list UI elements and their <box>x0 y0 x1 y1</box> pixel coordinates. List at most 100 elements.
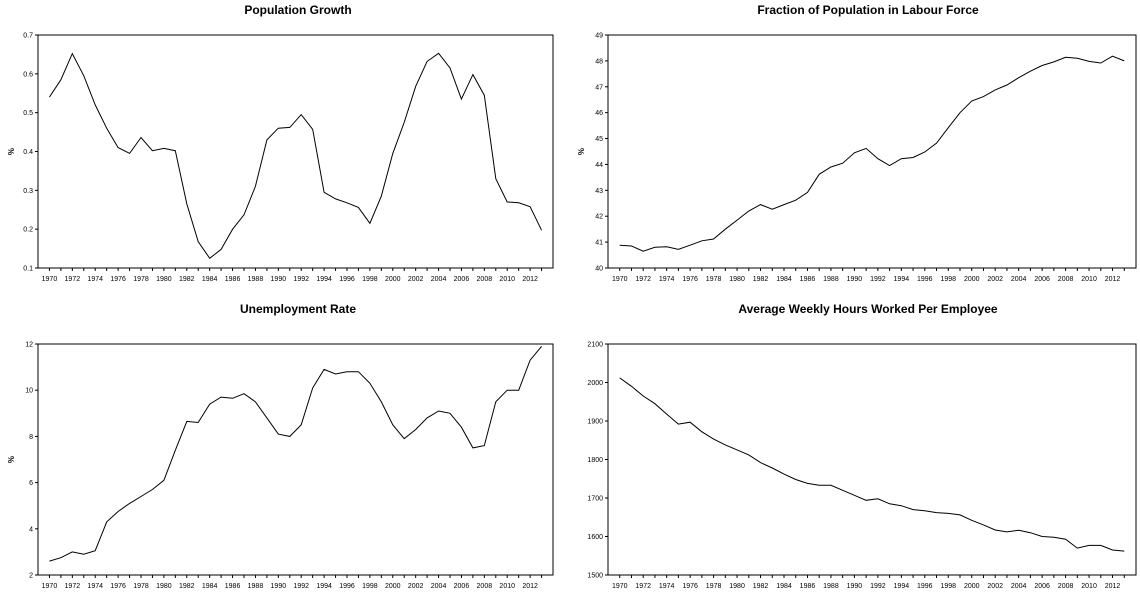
x-tick-label: 2012 <box>1105 583 1121 590</box>
x-tick-label: 1988 <box>823 276 839 283</box>
x-tick-label: 1974 <box>87 276 103 283</box>
x-tick-label: 1984 <box>776 276 792 283</box>
y-tick-label: 6 <box>29 480 33 487</box>
x-tick-label: 1992 <box>293 276 309 283</box>
y-tick-label: 2000 <box>587 380 603 387</box>
x-tick-label: 2010 <box>499 583 515 590</box>
x-tick-label: 1986 <box>225 583 241 590</box>
x-tick-label: 2008 <box>1058 276 1074 283</box>
x-tick-label: 1998 <box>940 583 956 590</box>
y-tick-label: 0.5 <box>23 110 33 117</box>
x-tick-label: 1996 <box>917 276 933 283</box>
x-tick-label: 2002 <box>408 583 424 590</box>
x-tick-label: 2006 <box>454 276 470 283</box>
x-tick-label: 1988 <box>248 583 264 590</box>
y-tick-label: 1700 <box>587 496 603 503</box>
y-axis-label: % <box>577 148 586 155</box>
y-tick-label: 2 <box>29 573 33 580</box>
x-tick-label: 1970 <box>42 276 58 283</box>
y-tick-label: 48 <box>595 58 603 65</box>
x-tick-label: 1994 <box>894 276 910 283</box>
x-tick-label: 2008 <box>1058 583 1074 590</box>
x-tick-label: 2012 <box>1105 276 1121 283</box>
x-tick-label: 1990 <box>271 276 287 283</box>
series-line <box>619 55 1125 252</box>
x-tick-label: 2008 <box>477 276 493 283</box>
x-tick-label: 1972 <box>65 276 81 283</box>
x-tick-label: 1980 <box>729 276 745 283</box>
x-tick-label: 1978 <box>133 583 149 590</box>
y-tick-label: 8 <box>29 434 33 441</box>
y-tick-label: 45 <box>595 136 603 143</box>
x-tick-label: 1998 <box>362 276 378 283</box>
x-tick-label: 1992 <box>870 276 886 283</box>
x-tick-label: 1986 <box>800 583 816 590</box>
y-tick-label: 42 <box>595 214 603 221</box>
y-tick-label: 44 <box>595 162 603 169</box>
chart-title: Fraction of Population in Labour Force <box>757 3 979 17</box>
y-tick-label: 46 <box>595 110 603 117</box>
x-tick-label: 1990 <box>847 276 863 283</box>
x-tick-label: 2006 <box>1034 276 1050 283</box>
x-tick-label: 2010 <box>1081 276 1097 283</box>
series-line <box>48 52 543 260</box>
series-line <box>619 377 1125 552</box>
y-axis-label: % <box>7 148 16 155</box>
x-tick-label: 1984 <box>202 276 218 283</box>
y-tick-label: 41 <box>595 240 603 247</box>
x-tick-label: 1978 <box>706 276 722 283</box>
chart-population-growth: Population Growth 0.1 0.2 0.3 0.4 0.5 0.6 0.7 19… <box>7 3 554 283</box>
x-tick-label: 2004 <box>1011 583 1027 590</box>
y-tick-label: 0.3 <box>23 188 33 195</box>
x-tick-label: 1982 <box>753 276 769 283</box>
x-tick-label: 1974 <box>659 276 675 283</box>
plot-frame <box>37 343 554 576</box>
x-tick-label: 1978 <box>706 583 722 590</box>
plot-frame <box>37 34 554 269</box>
x-tick-label: 1990 <box>271 583 287 590</box>
x-tick-label: 1992 <box>870 583 886 590</box>
y-tick-label: 40 <box>595 266 603 273</box>
y-tick-label: 4 <box>29 526 33 533</box>
x-tick-label: 1972 <box>635 583 651 590</box>
y-tick-label: 2100 <box>587 342 603 349</box>
x-tick-label: 2012 <box>522 583 538 590</box>
x-tick-label: 1994 <box>316 583 332 590</box>
x-tick-label: 1998 <box>362 583 378 590</box>
x-tick-label: 1980 <box>729 583 745 590</box>
y-tick-label: 1500 <box>587 573 603 580</box>
x-tick-label: 1980 <box>156 276 172 283</box>
x-tick-label: 1984 <box>202 583 218 590</box>
x-tick-label: 2000 <box>964 276 980 283</box>
x-tick-label: 1992 <box>293 583 309 590</box>
chart-weekly-hours: Average Weekly Hours Worked Per Employee… <box>587 302 1137 590</box>
x-tick-label: 2012 <box>522 276 538 283</box>
x-tick-label: 1994 <box>316 276 332 283</box>
x-tick-label: 1976 <box>110 276 126 283</box>
x-tick-label: 1972 <box>65 583 81 590</box>
chart-title: Average Weekly Hours Worked Per Employee <box>738 302 998 316</box>
x-tick-label: 1970 <box>612 583 628 590</box>
x-tick-label: 1988 <box>823 583 839 590</box>
x-tick-label: 1986 <box>800 276 816 283</box>
x-tick-label: 2010 <box>1081 583 1097 590</box>
plot-frame <box>607 34 1137 269</box>
x-tick-label: 2002 <box>408 276 424 283</box>
x-tick-label: 1970 <box>612 276 628 283</box>
x-tick-label: 1976 <box>682 583 698 590</box>
y-tick-label: 0.1 <box>23 266 33 273</box>
x-tick-label: 2000 <box>385 583 401 590</box>
y-tick-label: 47 <box>595 84 603 91</box>
x-tick-label: 1996 <box>339 583 355 590</box>
x-tick-label: 1986 <box>225 276 241 283</box>
y-tick-label: 49 <box>595 33 603 40</box>
x-tick-label: 1970 <box>42 583 58 590</box>
y-tick-label: 10 <box>25 388 33 395</box>
x-tick-label: 1994 <box>894 583 910 590</box>
x-tick-label: 1996 <box>917 583 933 590</box>
chart-title: Unemployment Rate <box>240 302 356 316</box>
x-tick-label: 2002 <box>987 583 1003 590</box>
chart-unemployment-rate: Unemployment Rate 2 4 6 8 10 12 1970 1972 1974 197… <box>7 302 554 590</box>
series-line <box>49 345 542 562</box>
x-tick-label: 1990 <box>847 583 863 590</box>
